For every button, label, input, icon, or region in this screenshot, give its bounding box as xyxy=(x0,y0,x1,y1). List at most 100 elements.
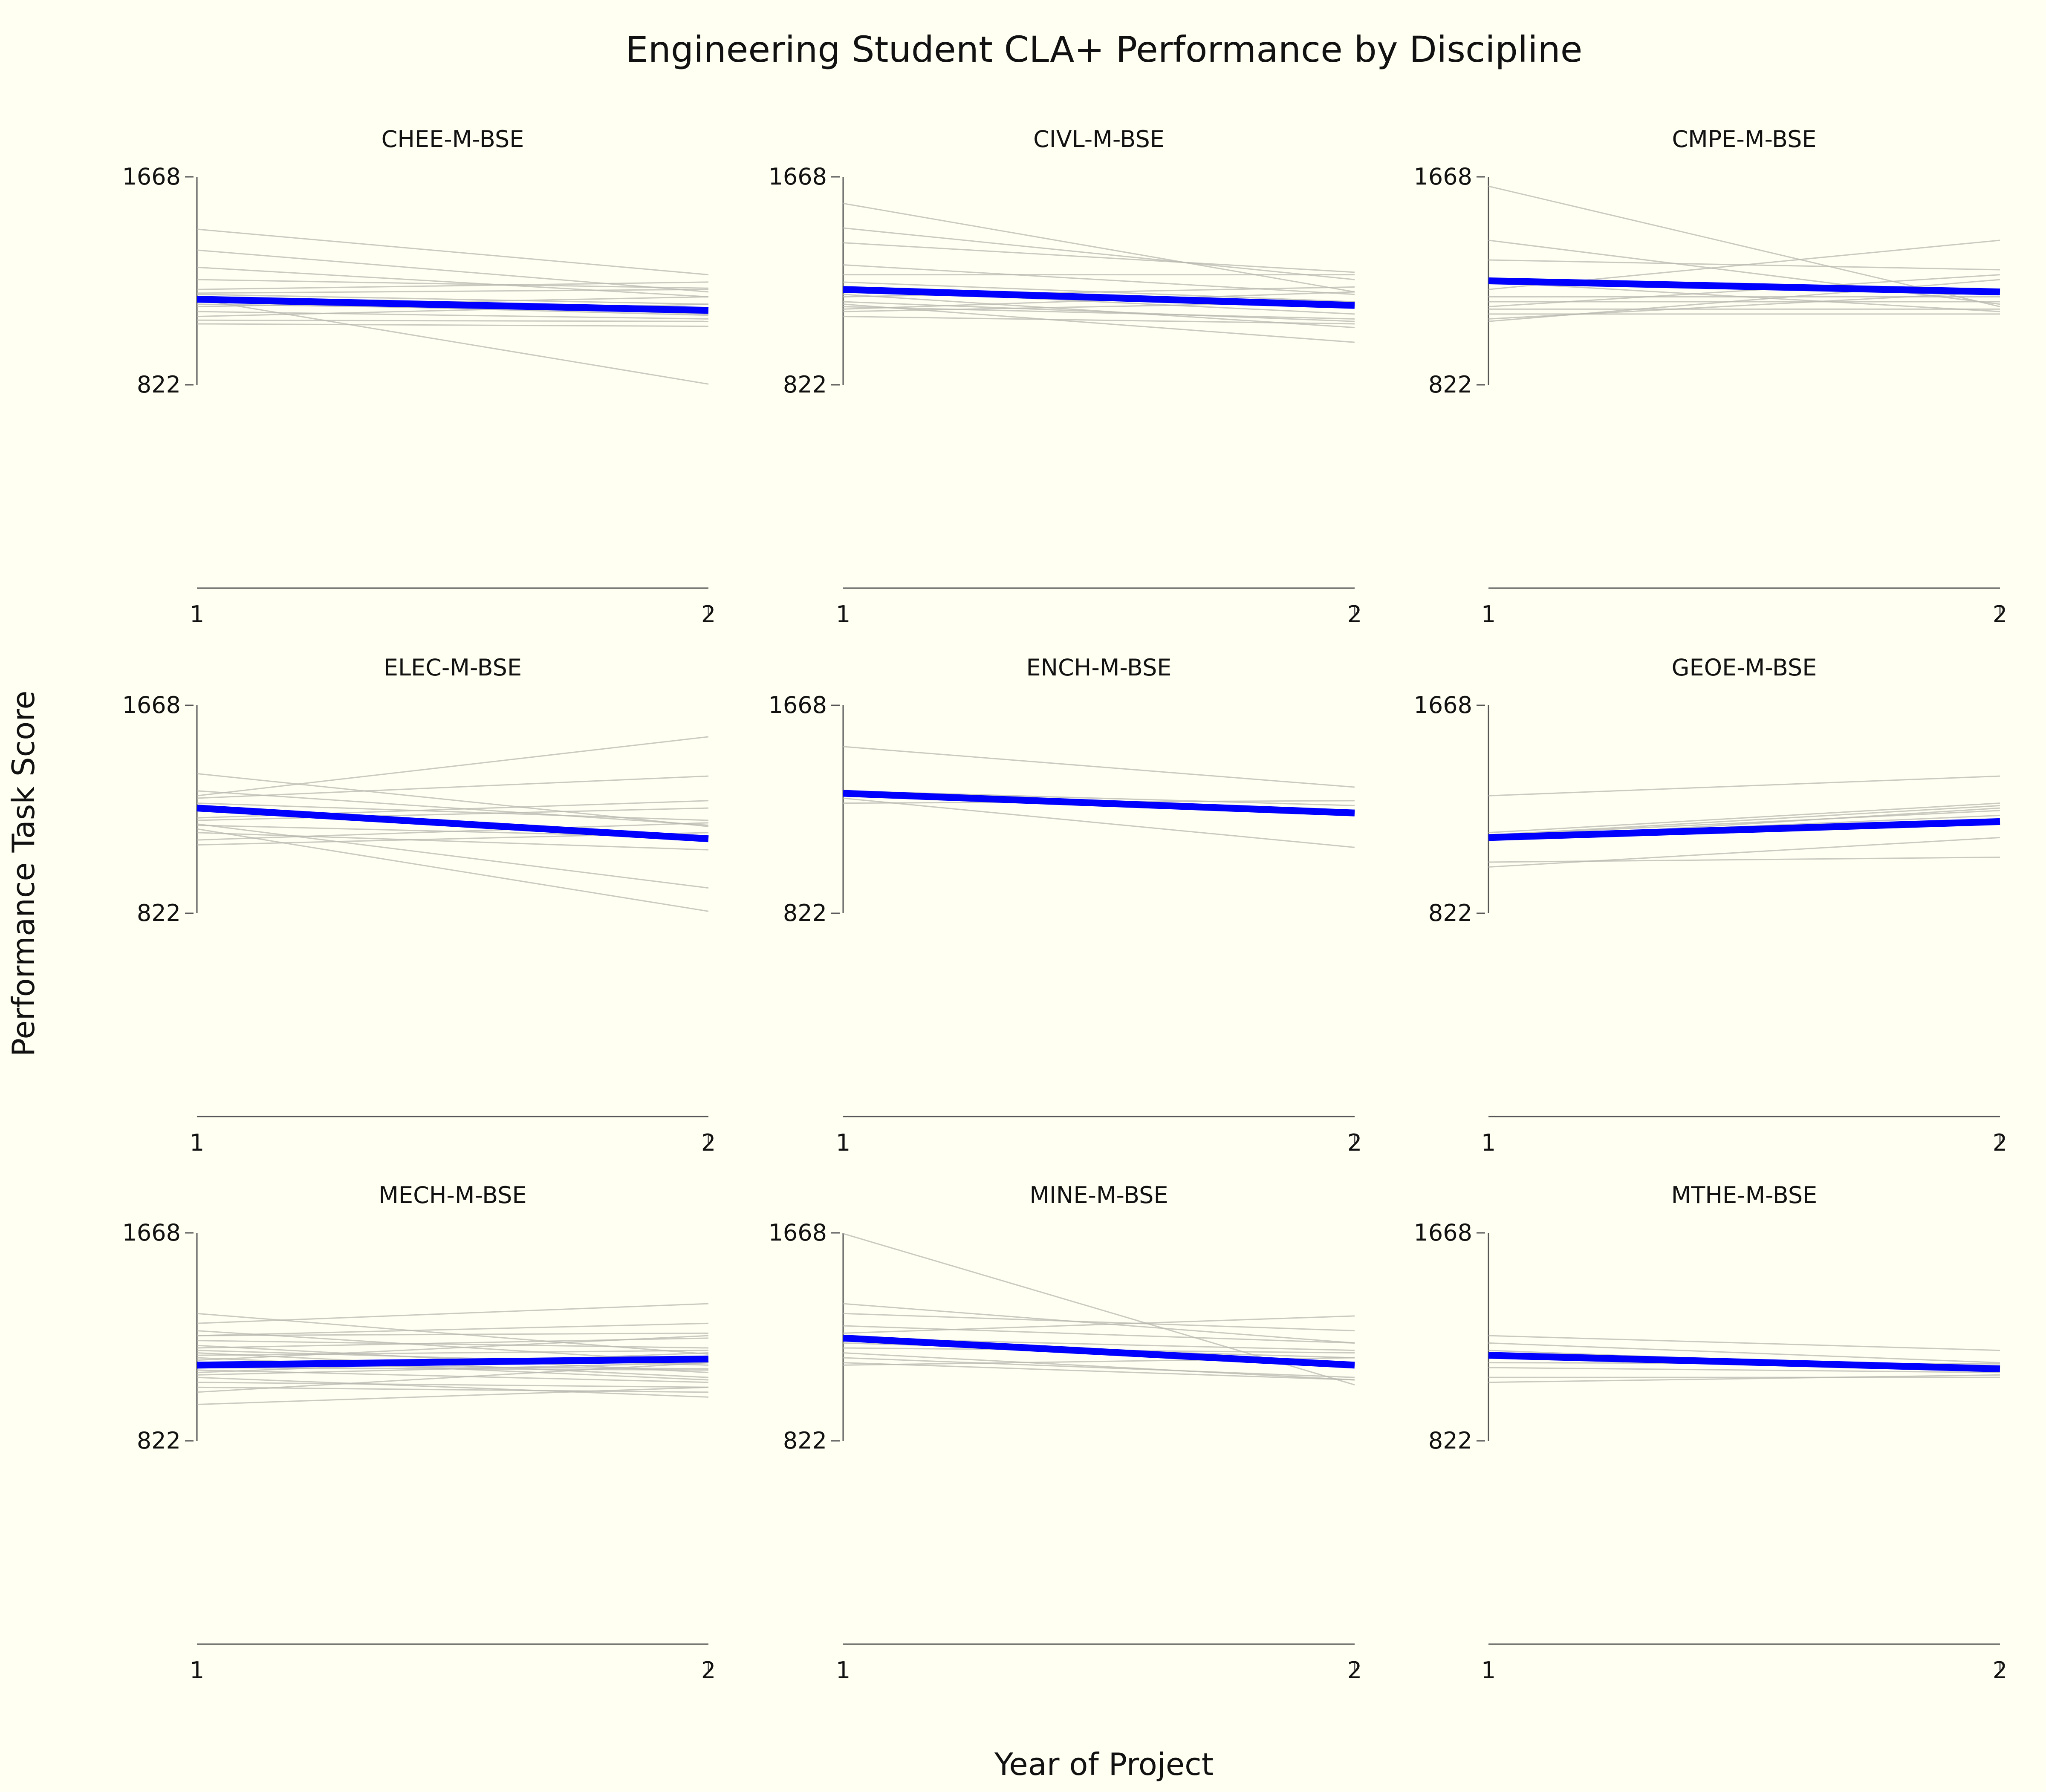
student-line xyxy=(197,1340,709,1349)
facet-title: MINE-M-BSE xyxy=(1029,1182,1168,1209)
x-tick-label: 1 xyxy=(1481,601,1496,628)
x-tick-label: 1 xyxy=(190,1657,204,1684)
student-line xyxy=(1488,1335,2000,1351)
facet-title: CIVL-M-BSE xyxy=(1033,126,1165,153)
y-tick-label: 1668 xyxy=(769,163,827,190)
student-line xyxy=(197,289,709,294)
student-line xyxy=(843,294,1355,329)
student-line xyxy=(197,1376,709,1398)
y-tick-label: 1668 xyxy=(122,163,181,190)
x-tick-label: 2 xyxy=(1347,1657,1362,1684)
student-line xyxy=(197,1362,709,1376)
student-line xyxy=(197,281,709,290)
y-tick-label: 822 xyxy=(137,371,181,398)
y-tick-label: 822 xyxy=(1428,900,1472,926)
y-tick-label: 1668 xyxy=(769,692,827,719)
student-line xyxy=(1488,837,2000,868)
student-line xyxy=(1488,1367,2000,1374)
student-line xyxy=(197,323,709,327)
x-tick-label: 1 xyxy=(836,1657,850,1684)
mean-line xyxy=(843,1334,1355,1369)
student-line xyxy=(1488,274,2000,308)
mean-line xyxy=(197,296,709,314)
y-tick-label: 1668 xyxy=(122,1219,181,1246)
mean-line xyxy=(197,805,709,843)
y-tick-label: 822 xyxy=(783,1427,827,1454)
student-line xyxy=(843,1362,1355,1381)
student-line xyxy=(197,823,709,889)
y-tick-label: 822 xyxy=(783,371,827,398)
y-tick-label: 1668 xyxy=(1414,163,1472,190)
student-line xyxy=(843,1357,1355,1378)
mean-line xyxy=(1488,818,2000,841)
facet-panel: ENCH-M-BSE 822 1668 1 2 xyxy=(769,654,1362,1156)
student-line xyxy=(197,1332,709,1336)
facet-panel: GEOE-M-BSE 822 1668 1 2 xyxy=(1414,654,2008,1156)
y-tick-label: 822 xyxy=(1428,1427,1472,1454)
student-line xyxy=(197,832,709,851)
x-tick-label: 1 xyxy=(1481,1657,1496,1684)
x-tick-label: 2 xyxy=(701,601,716,628)
facet-title: GEOE-M-BSE xyxy=(1672,654,1817,681)
x-tick-label: 2 xyxy=(1993,601,2007,628)
facet-panel: CIVL-M-BSE 822 1668 1 2 xyxy=(769,126,1362,628)
student-line xyxy=(1488,856,2000,863)
student-line xyxy=(197,319,709,322)
student-line xyxy=(843,306,1355,320)
y-tick-label: 822 xyxy=(783,900,827,926)
x-tick-label: 2 xyxy=(1347,601,1362,628)
student-line xyxy=(197,1386,709,1393)
student-line xyxy=(197,1335,709,1361)
student-line xyxy=(197,1322,709,1336)
facet-panels: CHEE-M-BSE 822 1668 1 2 CIVL-M-BSE 822 1668 1 2 CM… xyxy=(122,126,2008,1684)
y-tick-label: 822 xyxy=(137,1427,181,1454)
student-line xyxy=(197,1386,709,1405)
facet-panel: CHEE-M-BSE 822 1668 1 2 xyxy=(122,126,716,628)
facet-title: ENCH-M-BSE xyxy=(1026,654,1172,681)
x-tick-label: 1 xyxy=(1481,1129,1496,1156)
student-line xyxy=(1488,802,2000,834)
student-line xyxy=(197,249,709,293)
student-line xyxy=(197,807,709,821)
facet-panel: ELEC-M-BSE 822 1668 1 2 xyxy=(122,654,716,1156)
mean-line xyxy=(843,286,1355,309)
y-tick-label: 1668 xyxy=(769,1219,827,1246)
student-line xyxy=(197,822,709,841)
student-line xyxy=(1488,805,2000,836)
student-line xyxy=(843,1352,1355,1381)
student-line xyxy=(843,242,1355,273)
mean-line xyxy=(1488,1352,2000,1372)
student-line xyxy=(197,790,709,826)
student-line xyxy=(197,1369,709,1383)
chart-title: Engineering Student CLA+ Performance by … xyxy=(626,29,1583,70)
student-line xyxy=(197,228,709,276)
mean-line xyxy=(1488,277,2000,295)
student-line xyxy=(843,797,1355,848)
facet-panel: MECH-M-BSE 822 1668 1 2 xyxy=(122,1182,716,1684)
x-tick-label: 2 xyxy=(1347,1129,1362,1156)
student-line xyxy=(197,736,709,796)
student-line xyxy=(843,227,1355,280)
student-line xyxy=(197,775,709,799)
student-line xyxy=(1488,775,2000,796)
x-tick-label: 1 xyxy=(190,1129,204,1156)
facet-title: CMPE-M-BSE xyxy=(1672,126,1816,153)
mean-line xyxy=(843,790,1355,817)
student-line xyxy=(1488,1342,2000,1364)
facet-title: CHEE-M-BSE xyxy=(381,126,524,153)
student-line xyxy=(1488,810,2000,836)
y-axis-title: Performance Task Score xyxy=(6,690,41,1056)
student-line xyxy=(843,202,1355,293)
facet-title: MTHE-M-BSE xyxy=(1671,1182,1817,1209)
facet-panel: MINE-M-BSE 822 1668 1 2 xyxy=(769,1182,1362,1684)
facet-panel: CMPE-M-BSE 822 1668 1 2 xyxy=(1414,126,2008,628)
y-tick-label: 822 xyxy=(137,900,181,926)
student-line xyxy=(1488,291,2000,320)
x-tick-label: 1 xyxy=(836,601,850,628)
x-tick-label: 2 xyxy=(1993,1129,2007,1156)
student-line xyxy=(197,298,709,385)
student-line xyxy=(197,1303,709,1324)
x-tick-label: 1 xyxy=(190,601,204,628)
student-line xyxy=(843,746,1355,788)
